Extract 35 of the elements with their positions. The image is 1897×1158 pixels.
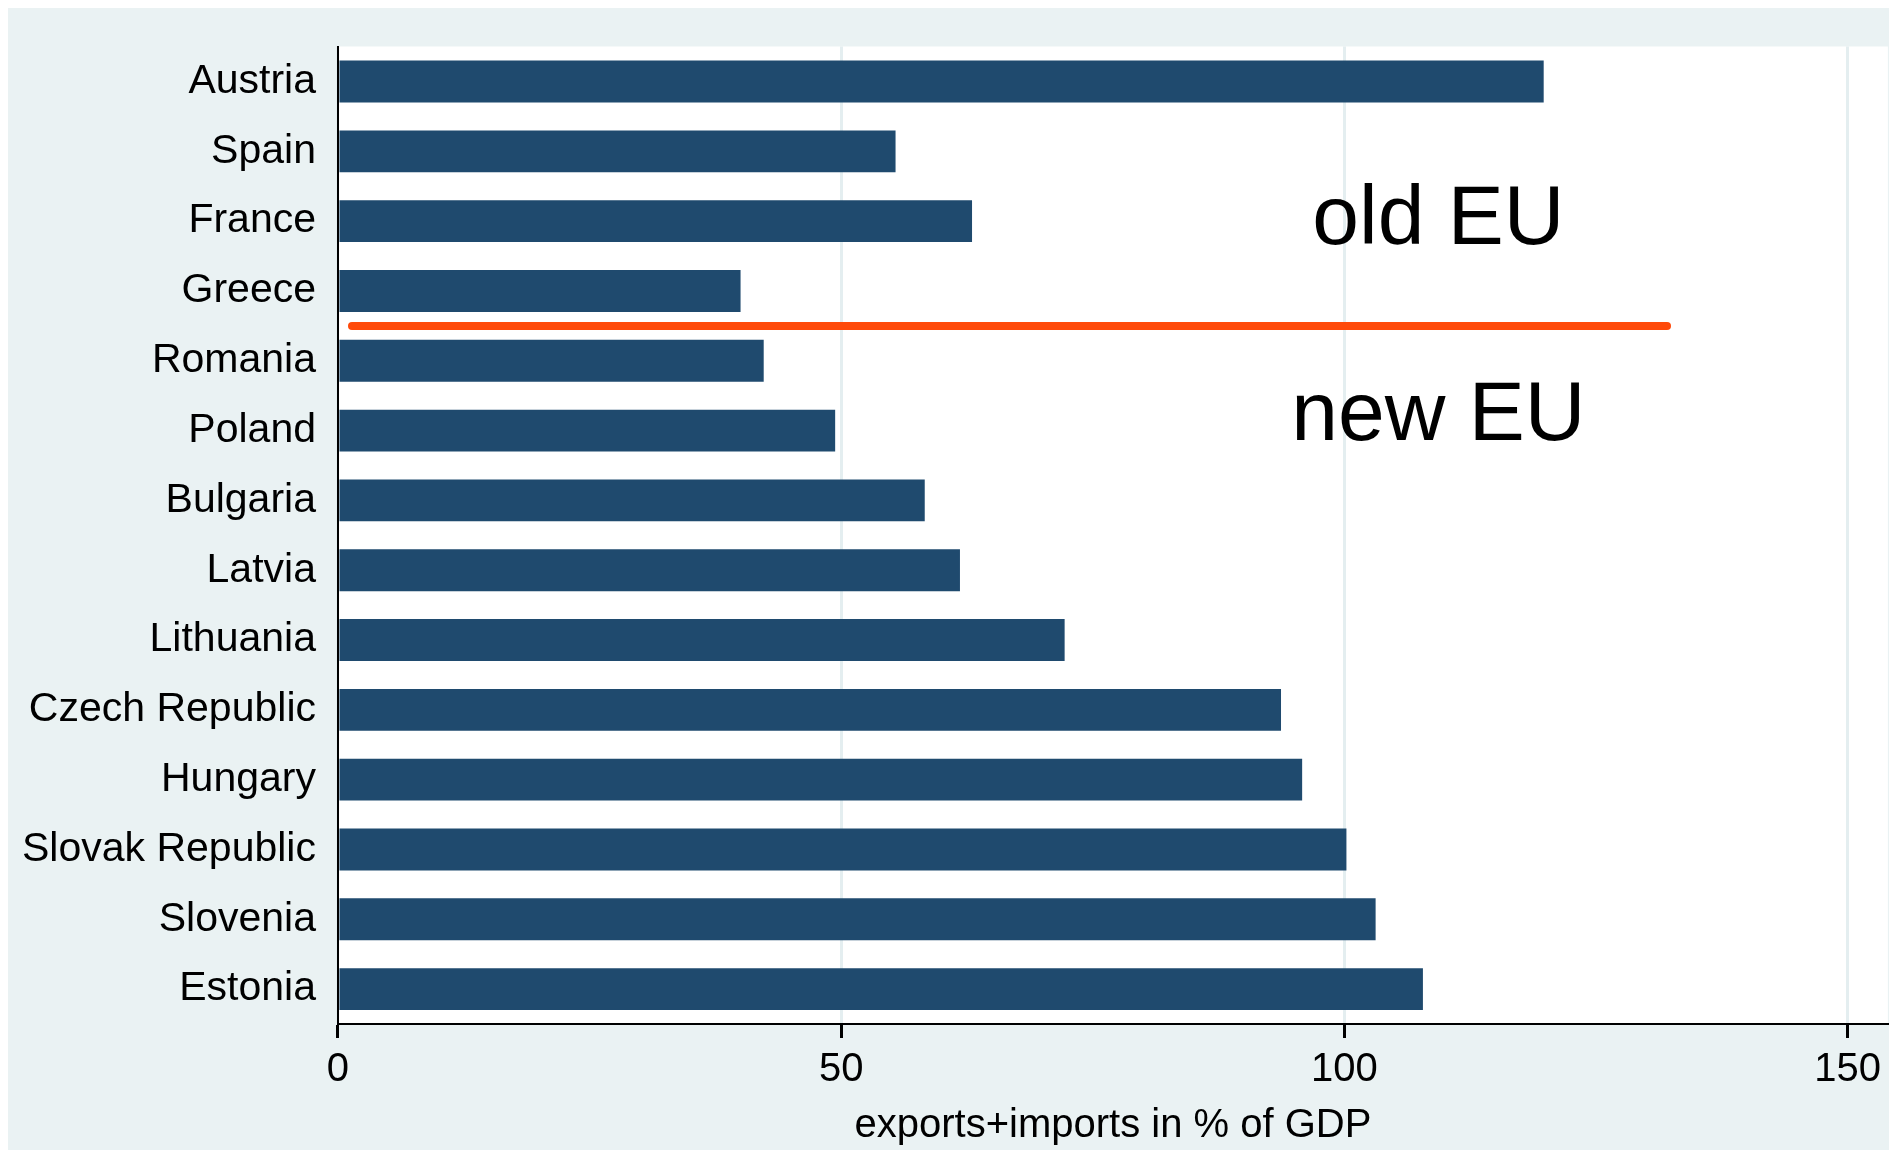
y-tick-label: Latvia xyxy=(206,544,317,591)
bar xyxy=(339,479,925,522)
bar xyxy=(339,270,741,312)
bar xyxy=(339,688,1282,731)
y-tick-label: Bulgaria xyxy=(165,474,317,521)
x-tick-label: 100 xyxy=(1311,1045,1378,1090)
y-tick-label: Lithuania xyxy=(149,614,317,661)
y-tick-label: Spain xyxy=(211,125,316,172)
annotation: new EU xyxy=(1291,363,1586,458)
y-tick-label: Austria xyxy=(188,55,317,102)
y-tick-label: Slovenia xyxy=(158,893,317,940)
y-tick-label: Hungary xyxy=(161,753,317,800)
y-tick-label: Estonia xyxy=(179,963,317,1010)
bar xyxy=(339,60,1544,103)
bar xyxy=(339,130,896,173)
y-tick-label: France xyxy=(188,195,316,242)
bar xyxy=(339,200,973,243)
y-tick-label: Czech Republic xyxy=(28,684,316,731)
bar xyxy=(339,898,1376,941)
annotation: old EU xyxy=(1312,168,1565,263)
y-tick-label: Poland xyxy=(188,404,316,451)
bar xyxy=(339,968,1423,1011)
bar xyxy=(339,549,960,592)
y-tick-label: Greece xyxy=(181,265,316,312)
bar xyxy=(339,619,1065,661)
bar xyxy=(339,409,836,452)
bar xyxy=(339,339,764,382)
x-axis-title: exports+imports in % of GDP xyxy=(854,1101,1372,1146)
y-tick-label: Romania xyxy=(151,335,317,382)
x-tick-label: 0 xyxy=(326,1045,350,1090)
bar xyxy=(339,758,1303,801)
y-tick-label: Slovak Republic xyxy=(21,823,316,870)
x-tick-label: 150 xyxy=(1814,1045,1882,1090)
x-tick-label: 50 xyxy=(818,1045,864,1090)
bar xyxy=(339,828,1347,871)
